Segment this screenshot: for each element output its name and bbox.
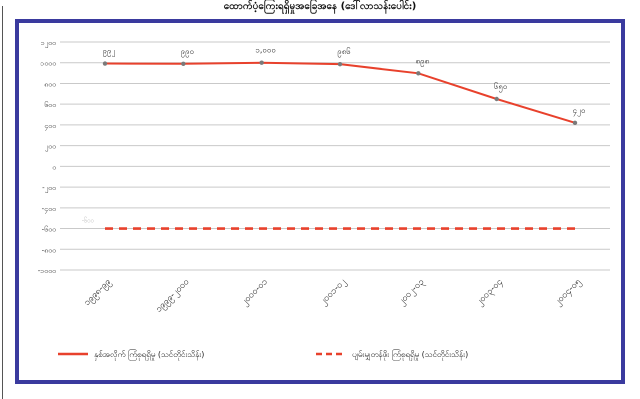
data-label: ၉၈၆	[337, 46, 351, 58]
data-label: ၉၉၀	[181, 47, 195, 58]
y-tick-label: -၁၀၀၀	[38, 267, 56, 275]
data-point	[572, 120, 578, 126]
series-line-actual	[104, 61, 576, 124]
y-tick-label: ၈၀၀	[44, 80, 56, 88]
x-tick-label: ၁၉၉၉-၂၀၀၀	[154, 277, 192, 315]
y-tick-label: ၄၀၀	[44, 122, 56, 131]
data-point	[416, 71, 421, 76]
data-label: ၉၉၂	[103, 47, 116, 58]
data-label: ၄၂၀	[573, 106, 586, 117]
x-tick-labels: ၁၉၉၈-၉၉ ၁၉၉၉-၂၀၀၀ ၂၀၀၀-၀၁ ၂၀၀၁-၀၂ ၂၀၀၂-၀၃ ၂၀၀…	[82, 277, 584, 315]
chart-frame	[15, 19, 625, 384]
data-point	[181, 61, 186, 66]
data-label: ၁,၀၀၀	[255, 46, 276, 55]
y-tick-label: -၂၀၀	[42, 184, 56, 193]
x-tick-label: ၂၀၀၄-၀၅	[553, 277, 584, 308]
y-tick-label: ၀	[52, 163, 56, 171]
data-point	[259, 60, 264, 65]
x-tick-label: ၁၉၉၈-၉၉	[82, 277, 114, 309]
y-tick-label: -၆၀၀	[42, 226, 56, 234]
y-tick-label: ၁၂၀၀	[41, 39, 56, 48]
x-tick-label: ၂၀၀၃-၀၄	[474, 277, 505, 308]
chart-title: ထောက်ပံ့ကြေးရရှိမှုအခြေအနေ (ဒေါ်လာသန်းပေ…	[223, 1, 417, 12]
data-point	[494, 96, 499, 102]
x-tick-label: ၂၀၀၁-၀၂	[318, 277, 349, 308]
y-tick-label: ၁၀၀၀	[40, 60, 56, 68]
data-point	[102, 61, 108, 66]
data-point	[337, 61, 343, 67]
data-label: ၈၉၈	[416, 56, 430, 67]
x-tick-label: ၂၀၀၀-၀၁	[239, 277, 270, 308]
y-tick-label: -၈၀၀	[42, 246, 56, 254]
data-label: -၆၀၀	[82, 217, 94, 225]
legend: နှစ်အလိုက် ကြံစုရရှိမှု (သင်တိုင်းသိန်း)…	[58, 349, 468, 361]
y-tick-label: ၂၀၀	[44, 143, 56, 152]
legend-label: ပျမ်းမျှတန်ဖိုး ကြံစုရရှိမှု (သင်တိုင်းသ…	[352, 349, 468, 361]
legend-label: နှစ်အလိုက် ကြံစုရရှိမှု (သင်တိုင်းသိန်း)	[94, 349, 204, 361]
x-tick-label: ၂၀၀၂-၀၃	[397, 277, 428, 308]
grid-lines	[60, 41, 610, 271]
data-label: ၆၅၀	[494, 81, 508, 93]
page-edge-rule	[2, 6, 3, 399]
y-tick-label: ၆၀၀	[44, 101, 56, 109]
series-lines	[102, 60, 578, 230]
y-tick-label: -၄၀၀	[42, 205, 56, 214]
